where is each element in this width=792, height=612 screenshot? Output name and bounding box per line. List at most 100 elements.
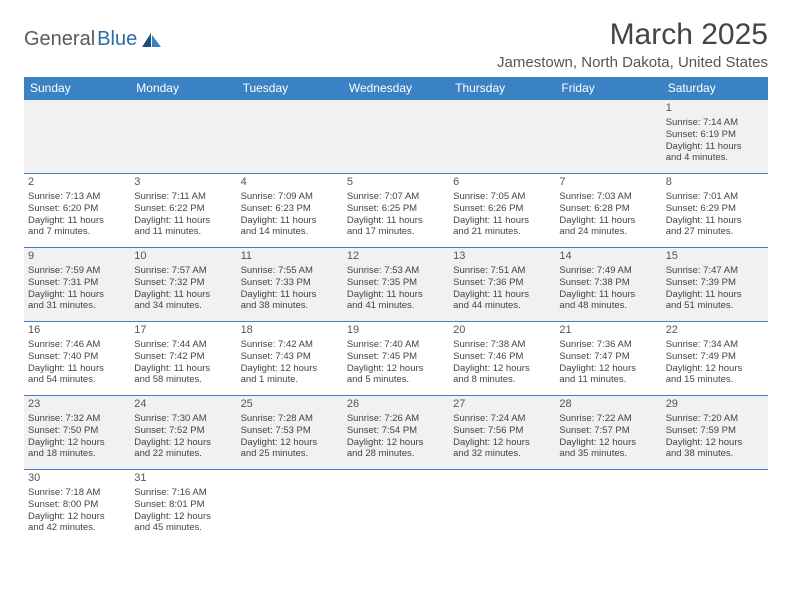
day-number: 2 bbox=[28, 176, 126, 190]
calendar-day-cell: 15Sunrise: 7:47 AMSunset: 7:39 PMDayligh… bbox=[662, 248, 768, 322]
sunset-text: Sunset: 6:29 PM bbox=[666, 203, 764, 215]
daylight-text: and 7 minutes. bbox=[28, 226, 126, 238]
daylight-text: Daylight: 11 hours bbox=[559, 215, 657, 227]
day-number: 6 bbox=[453, 176, 551, 190]
sunset-text: Sunset: 7:54 PM bbox=[347, 425, 445, 437]
brand-part1: General bbox=[24, 28, 95, 51]
calendar-day-cell: 24Sunrise: 7:30 AMSunset: 7:52 PMDayligh… bbox=[130, 396, 236, 470]
calendar-day-cell bbox=[130, 100, 236, 174]
weekday-header: Saturday bbox=[662, 77, 768, 100]
daylight-text: and 14 minutes. bbox=[241, 226, 339, 238]
weekday-header: Thursday bbox=[449, 77, 555, 100]
daylight-text: and 32 minutes. bbox=[453, 448, 551, 460]
sunset-text: Sunset: 7:42 PM bbox=[134, 351, 232, 363]
sunset-text: Sunset: 6:28 PM bbox=[559, 203, 657, 215]
sunrise-text: Sunrise: 7:32 AM bbox=[28, 413, 126, 425]
sunset-text: Sunset: 6:22 PM bbox=[134, 203, 232, 215]
daylight-text: and 11 minutes. bbox=[134, 226, 232, 238]
calendar-day-cell: 2Sunrise: 7:13 AMSunset: 6:20 PMDaylight… bbox=[24, 174, 130, 248]
sunrise-text: Sunrise: 7:38 AM bbox=[453, 339, 551, 351]
daylight-text: Daylight: 11 hours bbox=[241, 289, 339, 301]
day-number: 28 bbox=[559, 398, 657, 412]
sunset-text: Sunset: 8:00 PM bbox=[28, 499, 126, 511]
calendar-day-cell: 11Sunrise: 7:55 AMSunset: 7:33 PMDayligh… bbox=[237, 248, 343, 322]
sunrise-text: Sunrise: 7:01 AM bbox=[666, 191, 764, 203]
weekday-header: Friday bbox=[555, 77, 661, 100]
day-number: 4 bbox=[241, 176, 339, 190]
daylight-text: and 48 minutes. bbox=[559, 300, 657, 312]
sunrise-text: Sunrise: 7:14 AM bbox=[666, 117, 764, 129]
sunset-text: Sunset: 6:19 PM bbox=[666, 129, 764, 141]
calendar-day-cell bbox=[662, 470, 768, 544]
daylight-text: Daylight: 12 hours bbox=[453, 437, 551, 449]
sunset-text: Sunset: 6:25 PM bbox=[347, 203, 445, 215]
calendar-day-cell: 22Sunrise: 7:34 AMSunset: 7:49 PMDayligh… bbox=[662, 322, 768, 396]
calendar-day-cell bbox=[449, 100, 555, 174]
sunrise-text: Sunrise: 7:42 AM bbox=[241, 339, 339, 351]
sunset-text: Sunset: 7:32 PM bbox=[134, 277, 232, 289]
daylight-text: Daylight: 12 hours bbox=[347, 363, 445, 375]
sunrise-text: Sunrise: 7:09 AM bbox=[241, 191, 339, 203]
calendar-day-cell: 30Sunrise: 7:18 AMSunset: 8:00 PMDayligh… bbox=[24, 470, 130, 544]
day-number: 9 bbox=[28, 250, 126, 264]
weekday-header: Wednesday bbox=[343, 77, 449, 100]
calendar-day-cell bbox=[237, 100, 343, 174]
daylight-text: and 24 minutes. bbox=[559, 226, 657, 238]
calendar-table: Sunday Monday Tuesday Wednesday Thursday… bbox=[24, 77, 768, 544]
daylight-text: and 31 minutes. bbox=[28, 300, 126, 312]
sunrise-text: Sunrise: 7:22 AM bbox=[559, 413, 657, 425]
daylight-text: and 15 minutes. bbox=[666, 374, 764, 386]
daylight-text: Daylight: 12 hours bbox=[666, 437, 764, 449]
daylight-text: and 42 minutes. bbox=[28, 522, 126, 534]
sunset-text: Sunset: 7:59 PM bbox=[666, 425, 764, 437]
daylight-text: and 21 minutes. bbox=[453, 226, 551, 238]
sunrise-text: Sunrise: 7:26 AM bbox=[347, 413, 445, 425]
day-number: 18 bbox=[241, 324, 339, 338]
daylight-text: Daylight: 11 hours bbox=[134, 289, 232, 301]
calendar-day-cell bbox=[343, 470, 449, 544]
sunrise-text: Sunrise: 7:49 AM bbox=[559, 265, 657, 277]
sunset-text: Sunset: 7:35 PM bbox=[347, 277, 445, 289]
daylight-text: Daylight: 12 hours bbox=[28, 511, 126, 523]
calendar-day-cell: 5Sunrise: 7:07 AMSunset: 6:25 PMDaylight… bbox=[343, 174, 449, 248]
daylight-text: and 1 minute. bbox=[241, 374, 339, 386]
calendar-day-cell: 27Sunrise: 7:24 AMSunset: 7:56 PMDayligh… bbox=[449, 396, 555, 470]
day-number: 27 bbox=[453, 398, 551, 412]
daylight-text: and 44 minutes. bbox=[453, 300, 551, 312]
sunset-text: Sunset: 6:26 PM bbox=[453, 203, 551, 215]
daylight-text: and 11 minutes. bbox=[559, 374, 657, 386]
calendar-day-cell: 18Sunrise: 7:42 AMSunset: 7:43 PMDayligh… bbox=[237, 322, 343, 396]
calendar-week-row: 1Sunrise: 7:14 AMSunset: 6:19 PMDaylight… bbox=[24, 100, 768, 174]
calendar-day-cell bbox=[343, 100, 449, 174]
daylight-text: and 4 minutes. bbox=[666, 152, 764, 164]
daylight-text: and 41 minutes. bbox=[347, 300, 445, 312]
page-title: March 2025 bbox=[497, 18, 768, 52]
calendar-day-cell: 21Sunrise: 7:36 AMSunset: 7:47 PMDayligh… bbox=[555, 322, 661, 396]
sunrise-text: Sunrise: 7:07 AM bbox=[347, 191, 445, 203]
sunrise-text: Sunrise: 7:36 AM bbox=[559, 339, 657, 351]
daylight-text: Daylight: 11 hours bbox=[453, 215, 551, 227]
sunset-text: Sunset: 7:45 PM bbox=[347, 351, 445, 363]
day-number: 10 bbox=[134, 250, 232, 264]
daylight-text: and 18 minutes. bbox=[28, 448, 126, 460]
sunset-text: Sunset: 6:20 PM bbox=[28, 203, 126, 215]
calendar-day-cell: 10Sunrise: 7:57 AMSunset: 7:32 PMDayligh… bbox=[130, 248, 236, 322]
day-number: 23 bbox=[28, 398, 126, 412]
calendar-day-cell: 13Sunrise: 7:51 AMSunset: 7:36 PMDayligh… bbox=[449, 248, 555, 322]
day-number: 15 bbox=[666, 250, 764, 264]
sunrise-text: Sunrise: 7:53 AM bbox=[347, 265, 445, 277]
day-number: 29 bbox=[666, 398, 764, 412]
sunset-text: Sunset: 7:46 PM bbox=[453, 351, 551, 363]
daylight-text: Daylight: 12 hours bbox=[453, 363, 551, 375]
sunset-text: Sunset: 7:49 PM bbox=[666, 351, 764, 363]
daylight-text: Daylight: 12 hours bbox=[559, 363, 657, 375]
calendar-day-cell: 23Sunrise: 7:32 AMSunset: 7:50 PMDayligh… bbox=[24, 396, 130, 470]
daylight-text: Daylight: 12 hours bbox=[241, 437, 339, 449]
sunset-text: Sunset: 7:33 PM bbox=[241, 277, 339, 289]
sunset-text: Sunset: 7:38 PM bbox=[559, 277, 657, 289]
sunrise-text: Sunrise: 7:40 AM bbox=[347, 339, 445, 351]
calendar-day-cell bbox=[237, 470, 343, 544]
day-number: 25 bbox=[241, 398, 339, 412]
day-number: 13 bbox=[453, 250, 551, 264]
calendar-week-row: 9Sunrise: 7:59 AMSunset: 7:31 PMDaylight… bbox=[24, 248, 768, 322]
